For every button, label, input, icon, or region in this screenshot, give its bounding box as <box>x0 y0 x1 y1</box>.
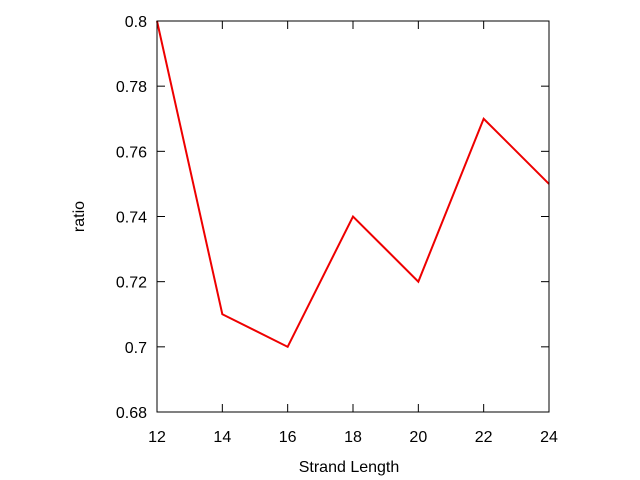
y-axis-title: ratio <box>71 201 88 232</box>
plot-frame <box>156 20 550 413</box>
tick-labels-layer: 12 14 16 18 20 22 24 0.68 0.7 0.72 0.74 0.76 0.78 0.8 <box>116 14 558 446</box>
x-tick-label: 24 <box>540 429 558 446</box>
y-tick-label: 0.74 <box>116 210 147 227</box>
x-tick-label: 18 <box>344 429 362 446</box>
x-tick-label: 14 <box>213 429 231 446</box>
x-axis-title: Strand Length <box>299 459 400 476</box>
y-tick-label: 0.78 <box>116 79 147 96</box>
x-tick-label: 22 <box>475 429 493 446</box>
y-tick-label: 0.7 <box>125 340 147 357</box>
x-tick-label: 16 <box>279 429 297 446</box>
x-tick-label: 20 <box>409 429 427 446</box>
series-line <box>156 20 550 349</box>
x-tick-label: 12 <box>148 429 166 446</box>
y-tick-label: 0.72 <box>116 275 147 292</box>
y-tick-label: 0.68 <box>116 405 147 422</box>
series-layer <box>156 20 550 349</box>
y-tick-label: 0.76 <box>116 144 147 161</box>
y-tick-label: 0.8 <box>125 14 147 31</box>
